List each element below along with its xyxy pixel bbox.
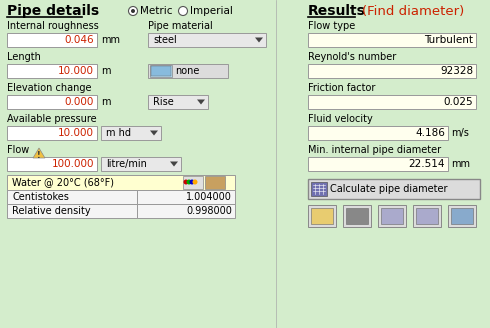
FancyBboxPatch shape	[451, 208, 473, 224]
Text: m: m	[101, 66, 111, 76]
FancyBboxPatch shape	[205, 176, 225, 189]
FancyBboxPatch shape	[7, 190, 137, 204]
Text: Internal roughness: Internal roughness	[7, 21, 99, 31]
Text: Pipe details: Pipe details	[7, 4, 99, 18]
FancyBboxPatch shape	[346, 208, 368, 224]
Polygon shape	[150, 131, 158, 135]
Circle shape	[131, 9, 135, 13]
Text: litre/min: litre/min	[106, 159, 147, 169]
Text: mm: mm	[101, 35, 120, 45]
Text: 0.000: 0.000	[65, 97, 94, 107]
Bar	[151, 66, 171, 76]
Text: 0.025: 0.025	[443, 97, 473, 107]
FancyBboxPatch shape	[137, 190, 235, 204]
Circle shape	[178, 7, 188, 15]
FancyBboxPatch shape	[101, 126, 161, 140]
Text: Flow type: Flow type	[308, 21, 355, 31]
FancyBboxPatch shape	[308, 205, 336, 227]
FancyBboxPatch shape	[378, 205, 406, 227]
Text: Rise: Rise	[153, 97, 174, 107]
FancyBboxPatch shape	[308, 126, 448, 140]
Text: Turbulent: Turbulent	[424, 35, 473, 45]
Text: m/s: m/s	[451, 128, 469, 138]
Text: Min. internal pipe diameter: Min. internal pipe diameter	[308, 145, 441, 155]
FancyBboxPatch shape	[148, 33, 266, 47]
Text: 0.998000: 0.998000	[186, 206, 232, 216]
FancyBboxPatch shape	[448, 205, 476, 227]
Circle shape	[187, 179, 192, 184]
Circle shape	[183, 179, 189, 184]
Text: Length: Length	[7, 52, 41, 62]
Text: 4.186: 4.186	[415, 128, 445, 138]
Text: Imperial: Imperial	[190, 6, 233, 16]
Text: Water @ 20°C (68°F): Water @ 20°C (68°F)	[12, 177, 114, 188]
FancyBboxPatch shape	[308, 179, 480, 199]
Text: Fluid velocity: Fluid velocity	[308, 114, 373, 124]
Text: 10.000: 10.000	[58, 128, 94, 138]
Text: Centistokes: Centistokes	[12, 192, 69, 202]
FancyBboxPatch shape	[311, 208, 333, 224]
FancyBboxPatch shape	[7, 157, 97, 171]
FancyBboxPatch shape	[7, 204, 137, 218]
FancyBboxPatch shape	[137, 204, 235, 218]
FancyBboxPatch shape	[413, 205, 441, 227]
Circle shape	[190, 179, 195, 184]
FancyBboxPatch shape	[311, 182, 327, 196]
Circle shape	[128, 7, 138, 15]
Text: mm: mm	[451, 159, 470, 169]
Text: Calculate pipe diameter: Calculate pipe diameter	[330, 184, 447, 194]
FancyBboxPatch shape	[343, 205, 371, 227]
Text: 0.046: 0.046	[64, 35, 94, 45]
Text: Available pressure: Available pressure	[7, 114, 97, 124]
FancyBboxPatch shape	[416, 208, 438, 224]
FancyBboxPatch shape	[7, 175, 235, 190]
FancyBboxPatch shape	[308, 33, 476, 47]
Text: Results: Results	[308, 4, 366, 18]
FancyBboxPatch shape	[183, 176, 203, 189]
FancyBboxPatch shape	[101, 157, 181, 171]
Text: Friction factor: Friction factor	[308, 83, 375, 93]
Text: Relative density: Relative density	[12, 206, 91, 216]
Text: m: m	[101, 97, 111, 107]
FancyBboxPatch shape	[148, 95, 208, 109]
FancyBboxPatch shape	[308, 64, 476, 78]
Text: none: none	[175, 66, 199, 76]
FancyBboxPatch shape	[150, 65, 172, 77]
Polygon shape	[33, 148, 45, 158]
FancyBboxPatch shape	[308, 157, 448, 171]
FancyBboxPatch shape	[148, 64, 228, 78]
Polygon shape	[255, 37, 263, 43]
FancyBboxPatch shape	[7, 33, 97, 47]
Text: 92328: 92328	[440, 66, 473, 76]
Text: m hd: m hd	[106, 128, 131, 138]
Text: steel: steel	[153, 35, 177, 45]
Text: (Find diameter): (Find diameter)	[362, 5, 464, 17]
Text: 10.000: 10.000	[58, 66, 94, 76]
FancyBboxPatch shape	[7, 126, 97, 140]
Text: 22.514: 22.514	[409, 159, 445, 169]
FancyBboxPatch shape	[7, 95, 97, 109]
Text: Metric: Metric	[140, 6, 172, 16]
Polygon shape	[197, 99, 205, 105]
FancyBboxPatch shape	[381, 208, 403, 224]
Text: Elevation change: Elevation change	[7, 83, 92, 93]
FancyBboxPatch shape	[308, 95, 476, 109]
Circle shape	[193, 179, 197, 184]
Text: 100.000: 100.000	[51, 159, 94, 169]
Polygon shape	[170, 161, 178, 167]
Text: Reynold's number: Reynold's number	[308, 52, 396, 62]
Text: !: !	[37, 151, 41, 159]
Text: Flow: Flow	[7, 145, 29, 155]
FancyBboxPatch shape	[7, 64, 97, 78]
Text: Pipe material: Pipe material	[148, 21, 213, 31]
Text: 1.004000: 1.004000	[186, 192, 232, 202]
